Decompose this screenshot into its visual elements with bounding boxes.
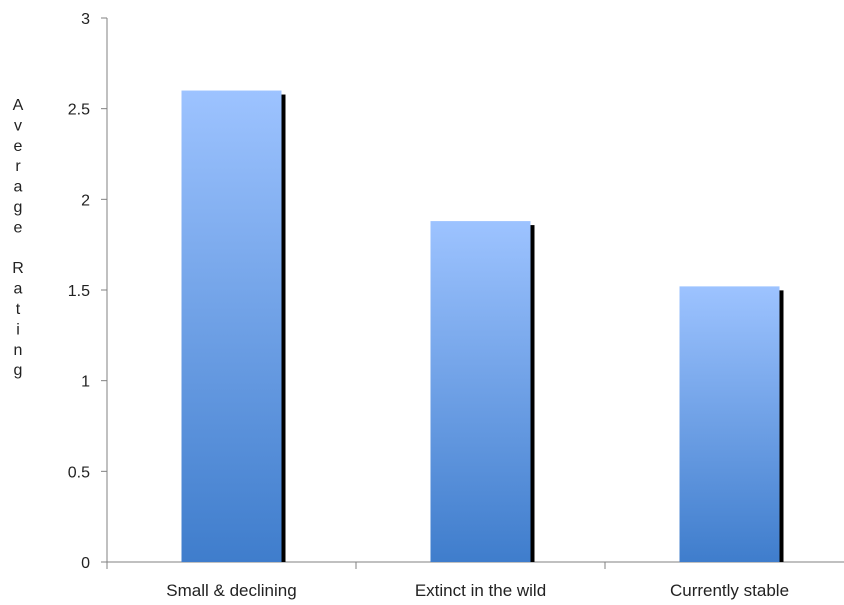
y-tick-label: 3 (81, 11, 90, 28)
bar-shadow (530, 225, 535, 563)
x-axis: Small & declining Extinct in the wild Curr… (106, 561, 844, 600)
y-tick-label: 2.5 (68, 102, 90, 119)
y-axis-label-char: a (14, 179, 23, 196)
y-axis-label-char: r (15, 158, 21, 175)
y-axis-label-char: g (14, 362, 23, 379)
bar (679, 286, 780, 562)
y-tick-label: 2 (81, 192, 90, 209)
y-tick-label: 0 (81, 555, 90, 572)
y-axis-label-char: R (12, 260, 24, 277)
y-axis-label-char: v (14, 117, 22, 134)
bar (430, 221, 531, 563)
y-axis-label-char: g (14, 199, 23, 216)
bar (181, 90, 282, 563)
y-axis: 0 0.5 1 1.5 2 2.5 3 (68, 11, 108, 572)
x-tick-label: Currently stable (670, 581, 789, 600)
x-tick-label: Small & declining (166, 581, 296, 600)
y-tick-label: 1 (81, 374, 90, 391)
x-tick-label: Extinct in the wild (415, 581, 546, 600)
bar-shadow (281, 94, 286, 563)
bar-shadow (779, 290, 784, 562)
y-axis-label-char: e (14, 219, 23, 236)
y-axis-label-char: n (14, 342, 23, 359)
y-axis-label-char: A (13, 97, 24, 114)
y-tick-label: 1.5 (68, 283, 90, 300)
y-axis-label-char: i (16, 321, 20, 338)
bars (181, 90, 784, 563)
y-axis-label-char: t (16, 301, 21, 318)
y-tick-label: 0.5 (68, 464, 90, 481)
y-axis-label-char: e (14, 138, 23, 155)
y-axis-label-char: a (14, 281, 23, 298)
